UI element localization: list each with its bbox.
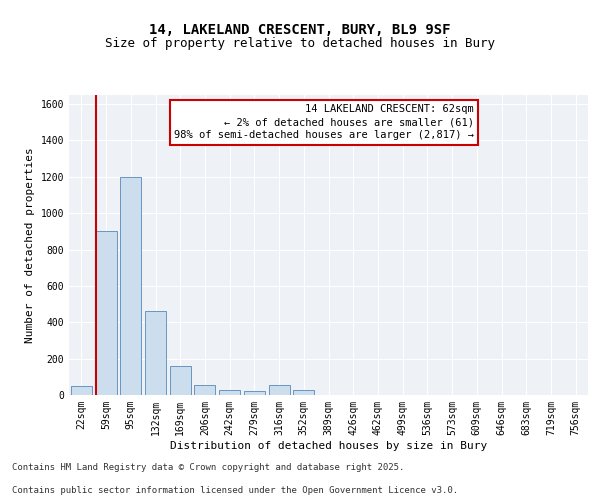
Bar bbox=[219, 390, 240, 395]
Bar bbox=[194, 385, 215, 395]
Text: Contains public sector information licensed under the Open Government Licence v3: Contains public sector information licen… bbox=[12, 486, 458, 495]
Text: Contains HM Land Registry data © Crown copyright and database right 2025.: Contains HM Land Registry data © Crown c… bbox=[12, 464, 404, 472]
Bar bbox=[293, 390, 314, 395]
Text: 14, LAKELAND CRESCENT, BURY, BL9 9SF: 14, LAKELAND CRESCENT, BURY, BL9 9SF bbox=[149, 22, 451, 36]
Bar bbox=[95, 232, 116, 395]
Bar bbox=[120, 177, 141, 395]
Text: Size of property relative to detached houses in Bury: Size of property relative to detached ho… bbox=[105, 38, 495, 51]
Y-axis label: Number of detached properties: Number of detached properties bbox=[25, 147, 35, 343]
Bar bbox=[145, 312, 166, 395]
Text: 14 LAKELAND CRESCENT: 62sqm
← 2% of detached houses are smaller (61)
98% of semi: 14 LAKELAND CRESCENT: 62sqm ← 2% of deta… bbox=[174, 104, 474, 141]
Bar bbox=[244, 392, 265, 395]
Bar bbox=[269, 385, 290, 395]
Bar bbox=[71, 386, 92, 395]
X-axis label: Distribution of detached houses by size in Bury: Distribution of detached houses by size … bbox=[170, 440, 487, 450]
Bar bbox=[170, 366, 191, 395]
